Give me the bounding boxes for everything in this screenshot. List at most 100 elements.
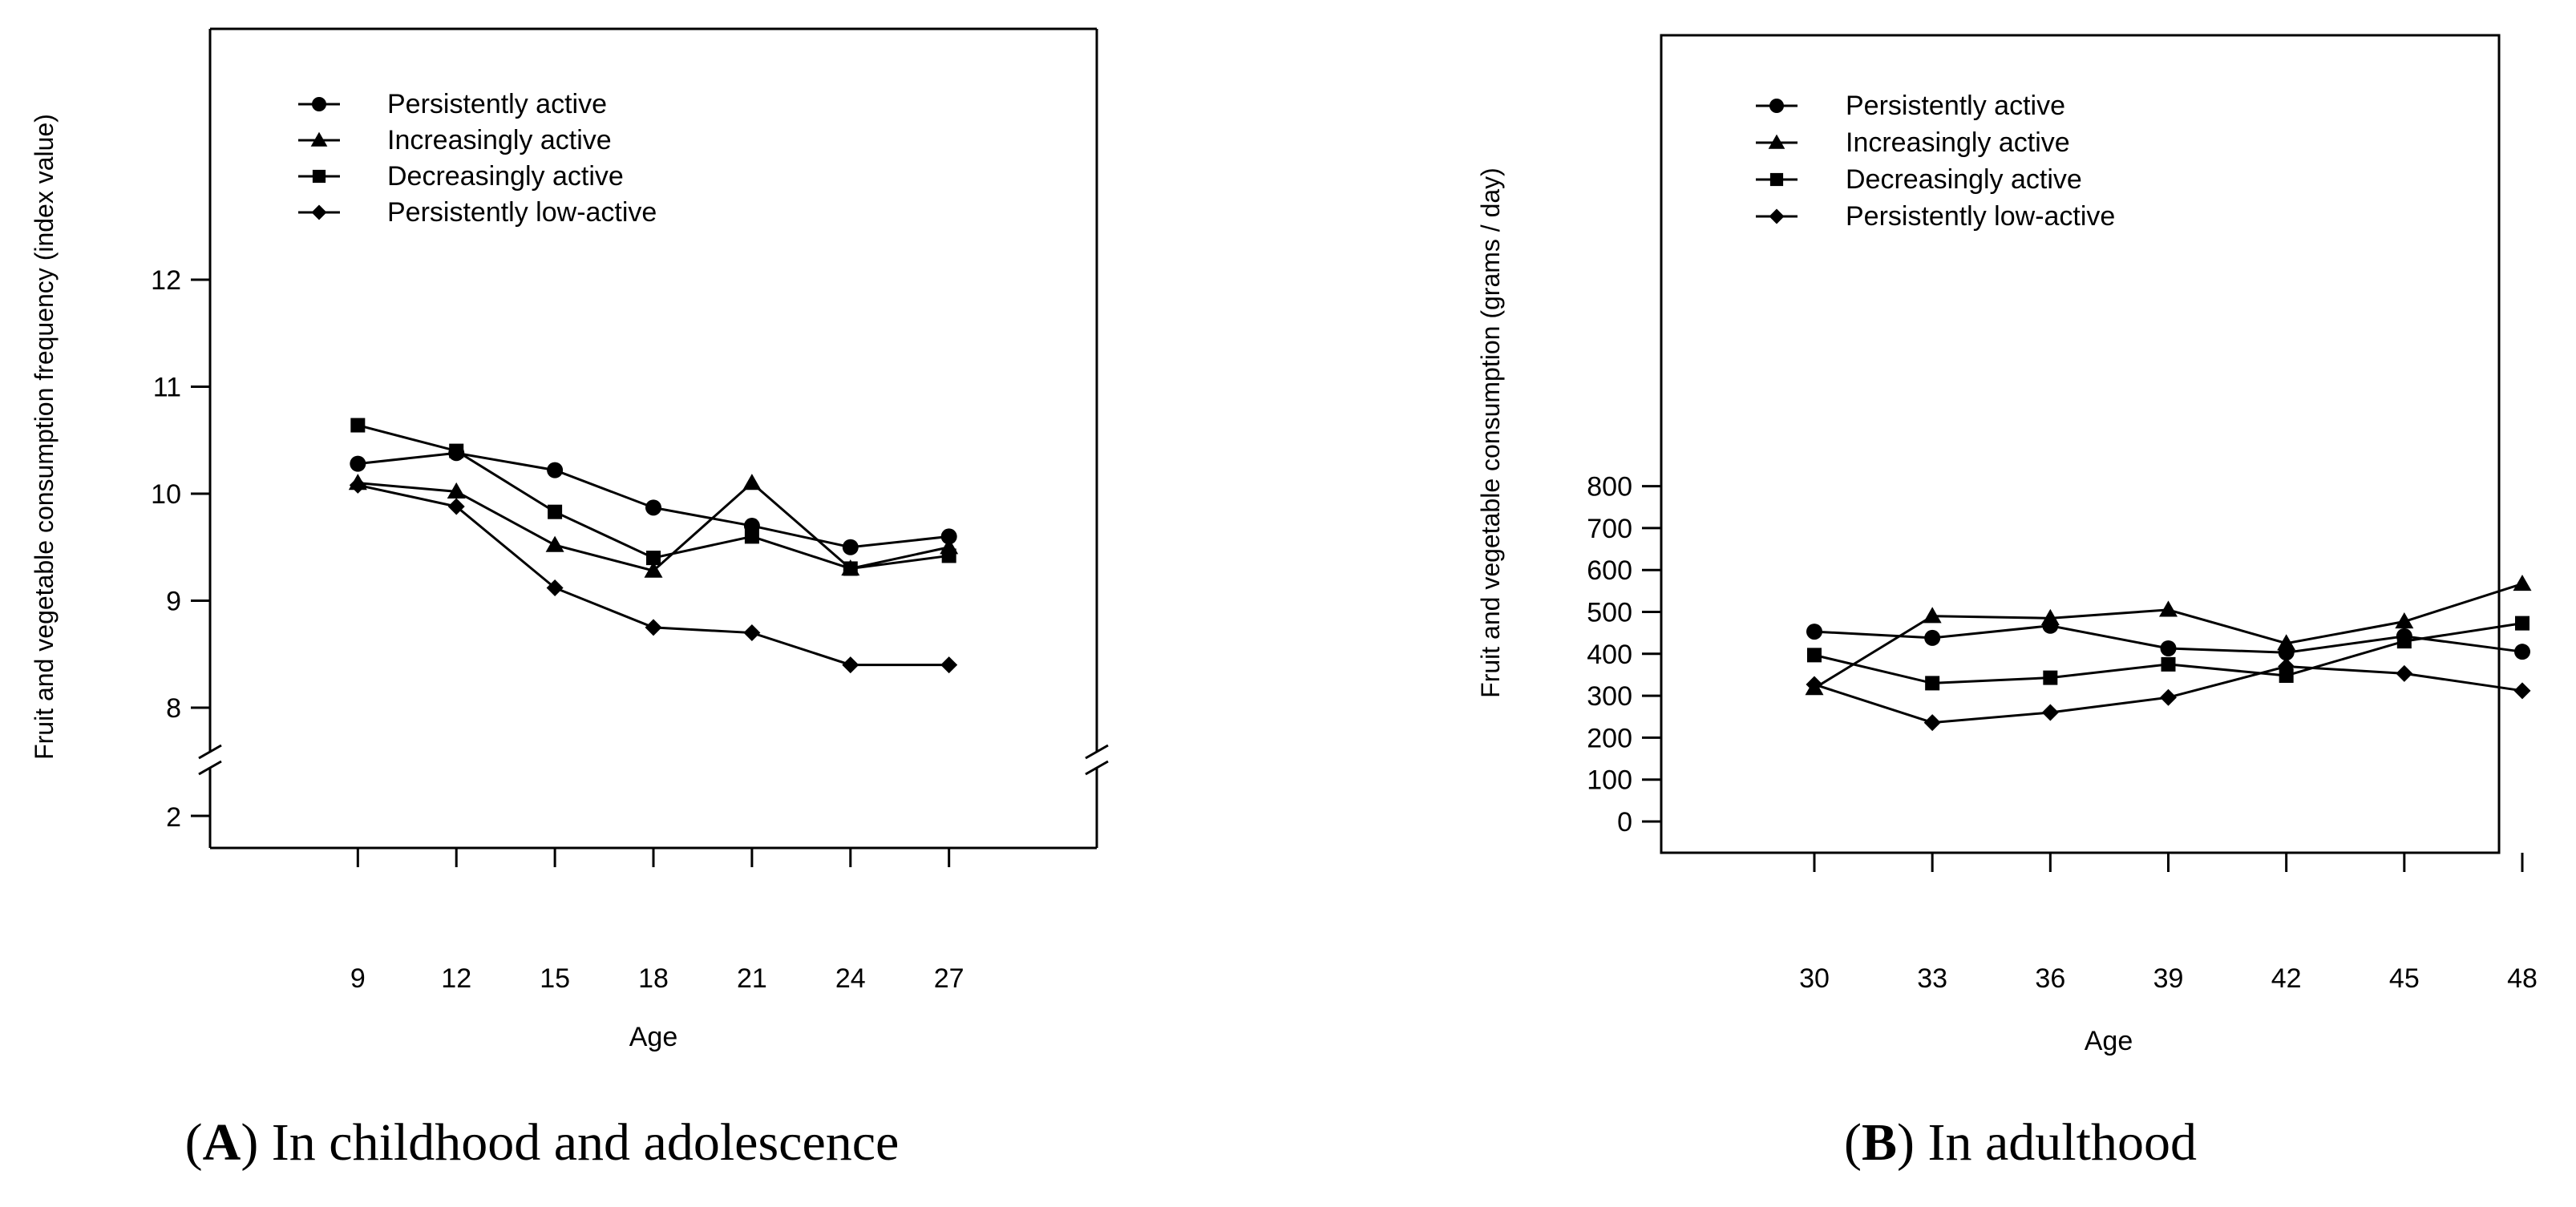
panel-a-caption: (A) In childhood and adolescence: [185, 1113, 900, 1172]
panel-a-legend-label-persistently-active: Persistently active: [387, 89, 607, 119]
panel-a-xtick-label-12: 12: [441, 963, 471, 994]
panel-b-legend-label-persistently-low-active: Persistently low-active: [1846, 201, 2115, 232]
panel-a-point-decreasingly-active-9: [350, 418, 366, 433]
panel-b-legend-marker-persistently-active: [1769, 99, 1784, 113]
panel-b-ytick-label-600: 600: [1587, 555, 1632, 586]
panel-b-xtick-label-36: 36: [2035, 963, 2065, 994]
panel-b-point-decreasingly-active-36: [2043, 670, 2058, 685]
panel-b-ytick-label-400: 400: [1587, 640, 1632, 670]
panel-b-caption-letter: B: [1862, 1113, 1897, 1172]
panel-b-point-decreasingly-active-33: [1925, 676, 1940, 691]
panel-b-point-persistently-active-30: [1806, 624, 1822, 640]
panel-a-y-axis-label: Fruit and vegetable consumption frequenc…: [30, 114, 59, 760]
panel-b-legend-marker-increasingly-active: [1768, 134, 1785, 149]
panel-a-point-persistently-low-active-12: [447, 498, 465, 515]
panel-b-point-decreasingly-active-48: [2515, 616, 2529, 631]
panel-b-point-increasingly-active-42: [2277, 634, 2296, 651]
panel-b-ytick-label-300: 300: [1587, 681, 1632, 712]
panel-b-x-axis-label: Age: [2085, 1026, 2133, 1056]
panel-b-point-decreasingly-active-42: [2279, 668, 2294, 683]
panel-b-xtick-label-33: 33: [1917, 963, 1947, 994]
panel-a-caption-text: In childhood and adolescence: [272, 1113, 900, 1172]
panel-b-point-increasingly-active-45: [2395, 612, 2414, 629]
panel-a-x-axis: 9 12 15 18 21 24 27: [350, 848, 964, 994]
panel-b-xtick-label-30: 30: [1799, 963, 1830, 994]
panel-a-axis-break-left: [198, 744, 222, 776]
panel-b-ytick-label-200: 200: [1587, 723, 1632, 753]
panel-a-ytick-label-8: 8: [166, 693, 181, 724]
panel-a-legend: Persistently active Increasingly active De…: [298, 89, 657, 228]
panel-b-point-persistently-low-active-33: [1923, 714, 1941, 732]
panel-a-point-decreasingly-active-24: [843, 561, 858, 576]
panel-b-point-increasingly-active-36: [2040, 608, 2060, 625]
panel-a-ytick-break-label: 2: [166, 802, 181, 833]
panel-b-point-persistently-low-active-39: [2160, 688, 2177, 706]
panel-b-ytick-label-700: 700: [1587, 514, 1632, 544]
panel-a-point-decreasingly-active-15: [548, 504, 563, 519]
panel-b-point-decreasingly-active-30: [1807, 648, 1822, 663]
panel-a-y-axis: 8 9 10 11 12: [151, 265, 210, 724]
panel-b-caption: (B) In adulthood: [1844, 1113, 2197, 1172]
panel-a-point-decreasingly-active-12: [449, 443, 464, 458]
panel-a-xtick-label-27: 27: [934, 963, 964, 994]
panel-a-xtick-label-9: 9: [350, 963, 366, 994]
panel-b-xtick-label-39: 39: [2153, 963, 2184, 994]
panel-a-point-persistently-active-24: [842, 539, 859, 555]
panel-a-series: [348, 418, 959, 674]
panel-b-xtick-label-42: 42: [2271, 963, 2302, 994]
panel-a-point-increasingly-active-21: [742, 474, 762, 490]
panel-b-legend-label-persistently-active: Persistently active: [1846, 91, 2065, 121]
panel-b-point-persistently-low-active-45: [2396, 664, 2413, 682]
panel-a-legend-marker-persistently-active: [312, 97, 326, 111]
panel-b-point-persistently-active-33: [1924, 629, 1941, 646]
panel-a-point-persistently-low-active-24: [842, 656, 859, 674]
panel-a-caption-letter: A: [203, 1113, 241, 1172]
panel-a: 2 8 9 10 11 12 9 12 15 18 21 24 27 Persistently ac…: [30, 27, 1109, 1172]
panel-b-point-persistently-active-48: [2514, 644, 2530, 660]
panel-a-point-increasingly-active-12: [447, 482, 466, 499]
panel-a-xtick-label-18: 18: [638, 963, 669, 994]
panel-a-point-persistently-low-active-15: [546, 579, 564, 596]
panel-a-ytick-label-9: 9: [166, 587, 181, 617]
panel-a-legend-label-persistently-low-active: Persistently low-active: [387, 197, 657, 228]
panel-b-y-axis-label: Fruit and vegetable consumption (grams /…: [1476, 168, 1505, 698]
panel-b-point-decreasingly-active-45: [2396, 634, 2412, 649]
panel-a-ytick-label-10: 10: [151, 479, 181, 510]
panel-a-point-persistently-active-18: [645, 499, 661, 516]
panel-b-ytick-label-500: 500: [1587, 598, 1632, 628]
panel-b: 0 100 200 300 400 500 600 700 800 30 33 36 39 42 45 48…: [1476, 34, 2538, 1172]
panel-a-legend-marker-decreasingly-active: [312, 169, 326, 184]
panel-a-xtick-label-24: 24: [835, 963, 866, 994]
panel-b-point-decreasingly-active-39: [2161, 656, 2176, 672]
panel-b-ytick-label-0: 0: [1617, 807, 1632, 838]
panel-b-legend: Persistently active Increasingly active De…: [1756, 91, 2115, 232]
panel-a-point-persistently-active-9: [350, 455, 366, 472]
panel-b-xtick-label-45: 45: [2389, 963, 2420, 994]
panel-b-point-persistently-low-active-48: [2513, 682, 2531, 700]
panel-a-point-increasingly-active-18: [644, 561, 663, 578]
panel-a-point-decreasingly-active-21: [744, 529, 759, 544]
panel-a-legend-marker-persistently-low-active: [311, 204, 327, 220]
panel-b-legend-label-increasingly-active: Increasingly active: [1846, 127, 2070, 158]
panel-a-ytick-label-12: 12: [151, 265, 181, 296]
panel-b-legend-marker-decreasingly-active: [1769, 172, 1784, 187]
panel-a-axis-break-right: [1085, 744, 1109, 776]
panel-a-xtick-label-21: 21: [737, 963, 767, 994]
panel-b-legend-label-decreasingly-active: Decreasingly active: [1846, 164, 2082, 195]
panel-b-frame: [1660, 34, 2501, 854]
panel-a-point-persistently-active-27: [940, 528, 957, 545]
panel-b-series: [1805, 574, 2532, 732]
panel-a-xtick-label-15: 15: [540, 963, 570, 994]
panel-a-point-persistently-low-active-27: [940, 656, 958, 674]
panel-a-point-persistently-low-active-18: [645, 619, 662, 636]
panel-a-ytick-label-11: 11: [153, 373, 181, 403]
panel-a-legend-label-decreasingly-active: Decreasingly active: [387, 161, 624, 192]
panel-b-point-persistently-active-39: [2160, 640, 2177, 657]
panel-b-point-increasingly-active-48: [2513, 574, 2532, 591]
panel-b-point-increasingly-active-39: [2159, 600, 2178, 617]
panel-a-legend-label-increasingly-active: Increasingly active: [387, 125, 612, 155]
panel-a-x-axis-label: Age: [629, 1022, 678, 1052]
panel-a-point-decreasingly-active-27: [941, 548, 956, 563]
